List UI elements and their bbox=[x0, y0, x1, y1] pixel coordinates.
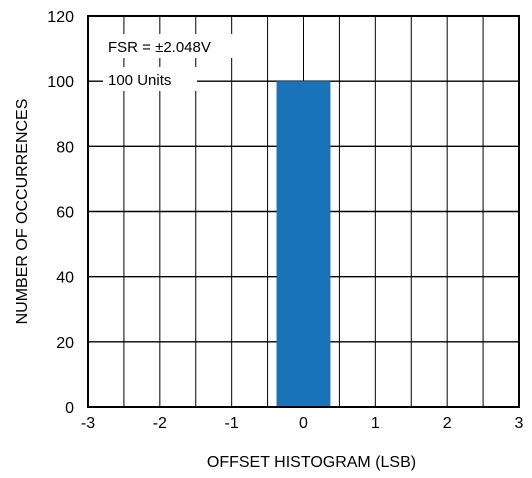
y-tick-label: 80 bbox=[56, 139, 74, 156]
bar-series bbox=[277, 81, 331, 407]
annotation-fsr: FSR = ±2.048V bbox=[108, 39, 211, 56]
y-tick-label: 40 bbox=[56, 270, 74, 287]
x-axis-label: OFFSET HISTOGRAM (LSB) bbox=[207, 454, 416, 471]
histogram-bar bbox=[277, 81, 331, 407]
x-tick-label: 3 bbox=[515, 415, 524, 432]
x-tick-label: 2 bbox=[443, 415, 452, 432]
y-tick-label: 0 bbox=[65, 400, 74, 417]
y-tick-label: 120 bbox=[47, 9, 74, 26]
x-tick-label: 1 bbox=[371, 415, 380, 432]
y-axis-label: NUMBER OF OCCURRENCES bbox=[14, 99, 31, 325]
x-tick-label: -3 bbox=[81, 415, 95, 432]
annotation-units: 100 Units bbox=[108, 72, 171, 89]
y-tick-label: 60 bbox=[56, 205, 74, 222]
y-tick-label: 20 bbox=[56, 335, 74, 352]
x-tick-label: 0 bbox=[299, 415, 308, 432]
x-tick-label: -2 bbox=[153, 415, 167, 432]
x-tick-label: -1 bbox=[225, 415, 239, 432]
y-tick-label: 100 bbox=[47, 74, 74, 91]
